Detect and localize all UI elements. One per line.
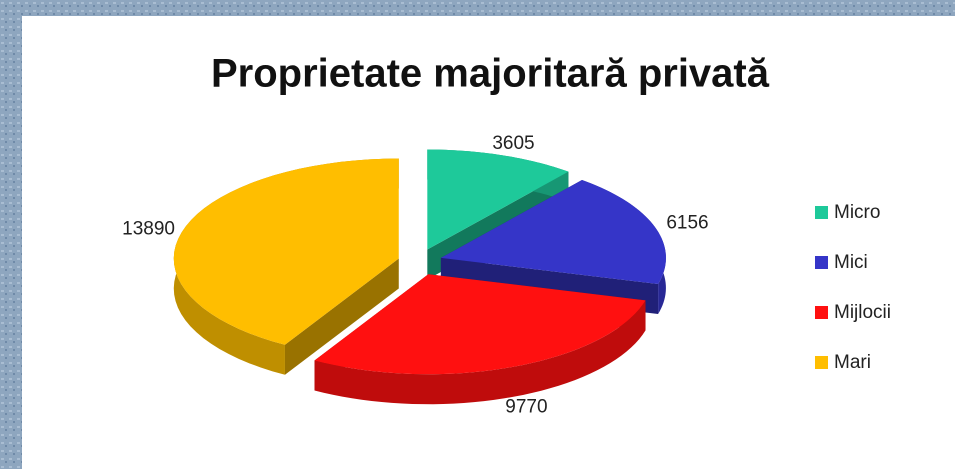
data-label: 6156: [666, 212, 708, 233]
data-label: 9770: [505, 397, 547, 418]
legend-label: Micro: [834, 202, 880, 223]
slice-wall: [284, 258, 399, 375]
slice: [440, 180, 666, 285]
data-label: 3605: [492, 133, 534, 154]
legend-swatch: [815, 356, 828, 369]
slice-side: [314, 300, 646, 405]
slice: [427, 149, 569, 250]
chart-title: Proprietate majoritară privată: [211, 52, 770, 96]
data-label: 13890: [122, 218, 175, 239]
slice: [173, 158, 399, 345]
slice: [173, 158, 399, 375]
legend-swatch: [815, 256, 828, 269]
legend-swatch: [815, 206, 828, 219]
legend-label: Mici: [834, 252, 868, 273]
slice: [314, 274, 646, 405]
legend-swatch: [815, 306, 828, 319]
legend-label: Mari: [834, 352, 871, 373]
legend-label: Mijlocii: [834, 302, 891, 323]
slice: [314, 274, 646, 375]
